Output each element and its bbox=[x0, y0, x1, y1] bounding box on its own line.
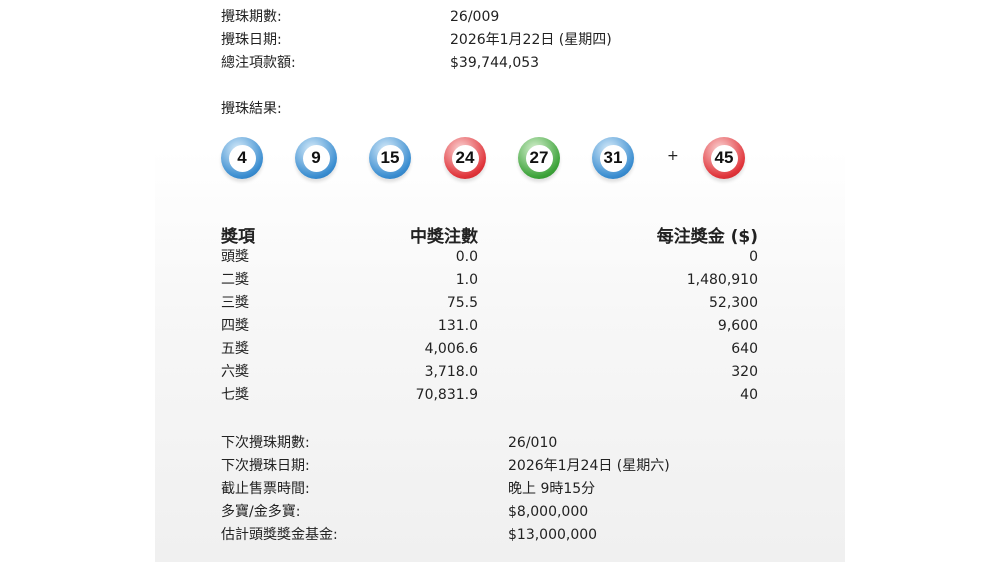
next-draw-date-label: 下次攪珠日期: bbox=[221, 458, 310, 474]
turnover-label: 總注項款額: bbox=[221, 55, 296, 71]
prize-winners: 131.0 bbox=[437, 318, 478, 334]
prize-winners: 0.0 bbox=[455, 249, 478, 265]
ball: 24 bbox=[444, 137, 486, 179]
prize-row: 四獎 131.0 9,600 bbox=[221, 315, 758, 338]
ball-number: 9 bbox=[302, 144, 330, 172]
header-prize: 獎項 bbox=[221, 227, 255, 247]
prize-amount: 640 bbox=[731, 341, 758, 357]
prize-winners: 3,718.0 bbox=[424, 364, 478, 380]
ball: 4 bbox=[221, 137, 263, 179]
snowball-value: $8,000,000 bbox=[508, 504, 589, 520]
prize-amount: 1,480,910 bbox=[686, 272, 758, 288]
ball-number: 24 bbox=[451, 144, 479, 172]
ball-number: 15 bbox=[376, 144, 404, 172]
plus-sign: + bbox=[667, 148, 679, 164]
prize-amount: 0 bbox=[749, 249, 758, 265]
ball: 27 bbox=[518, 137, 560, 179]
prize-name: 二獎 bbox=[221, 272, 249, 288]
prize-name: 四獎 bbox=[221, 318, 249, 334]
prize-winners: 1.0 bbox=[455, 272, 478, 288]
prize-name: 七獎 bbox=[221, 387, 249, 403]
ball-number: 45 bbox=[710, 144, 738, 172]
prize-row: 二獎 1.0 1,480,910 bbox=[221, 269, 758, 292]
prize-name: 五獎 bbox=[221, 341, 249, 357]
results-label: 攪珠結果: bbox=[221, 101, 282, 117]
sales-close-label: 截止售票時間: bbox=[221, 481, 310, 497]
turnover-value: $39,744,053 bbox=[450, 55, 540, 71]
ball-number: 27 bbox=[525, 144, 553, 172]
next-draw-number-label: 下次攪珠期數: bbox=[221, 435, 310, 451]
draw-number-label: 攪珠期數: bbox=[221, 9, 282, 25]
prize-winners: 4,006.6 bbox=[424, 341, 478, 357]
jackpot-estimate-label: 估計頭獎獎金基金: bbox=[221, 527, 338, 543]
ball: 31 bbox=[592, 137, 634, 179]
snowball-label: 多寶/金多寶: bbox=[221, 504, 301, 520]
prize-name: 三獎 bbox=[221, 295, 249, 311]
jackpot-estimate-value: $13,000,000 bbox=[508, 527, 598, 543]
prize-amount: 40 bbox=[740, 387, 758, 403]
ball-number: 31 bbox=[599, 144, 627, 172]
header-winners: 中獎注數 bbox=[410, 227, 478, 247]
draw-number-value: 26/009 bbox=[450, 9, 500, 25]
prize-row: 頭獎 0.0 0 bbox=[221, 246, 758, 269]
next-draw-number-value: 26/010 bbox=[508, 435, 558, 451]
header-amount: 每注獎金 ($) bbox=[656, 227, 758, 247]
ball-number: 4 bbox=[228, 144, 256, 172]
prize-winners: 70,831.9 bbox=[415, 387, 478, 403]
prize-row: 六獎 3,718.0 320 bbox=[221, 361, 758, 384]
extra-ball: 45 bbox=[703, 137, 745, 179]
ball: 15 bbox=[369, 137, 411, 179]
prize-amount: 9,600 bbox=[717, 318, 758, 334]
prize-amount: 320 bbox=[731, 364, 758, 380]
prize-winners: 75.5 bbox=[446, 295, 478, 311]
draw-date-label: 攪珠日期: bbox=[221, 32, 282, 48]
next-draw-date-value: 2026年1月24日 (星期六) bbox=[508, 458, 670, 474]
prize-name: 頭獎 bbox=[221, 249, 249, 265]
ball: 9 bbox=[295, 137, 337, 179]
prize-row: 七獎 70,831.9 40 bbox=[221, 384, 758, 407]
draw-date-value: 2026年1月22日 (星期四) bbox=[450, 32, 612, 48]
prize-name: 六獎 bbox=[221, 364, 249, 380]
results-panel bbox=[155, 150, 845, 562]
prize-row: 五獎 4,006.6 640 bbox=[221, 338, 758, 361]
prize-row: 三獎 75.5 52,300 bbox=[221, 292, 758, 315]
sales-close-value: 晚上 9時15分 bbox=[508, 481, 596, 497]
prize-amount: 52,300 bbox=[709, 295, 758, 311]
